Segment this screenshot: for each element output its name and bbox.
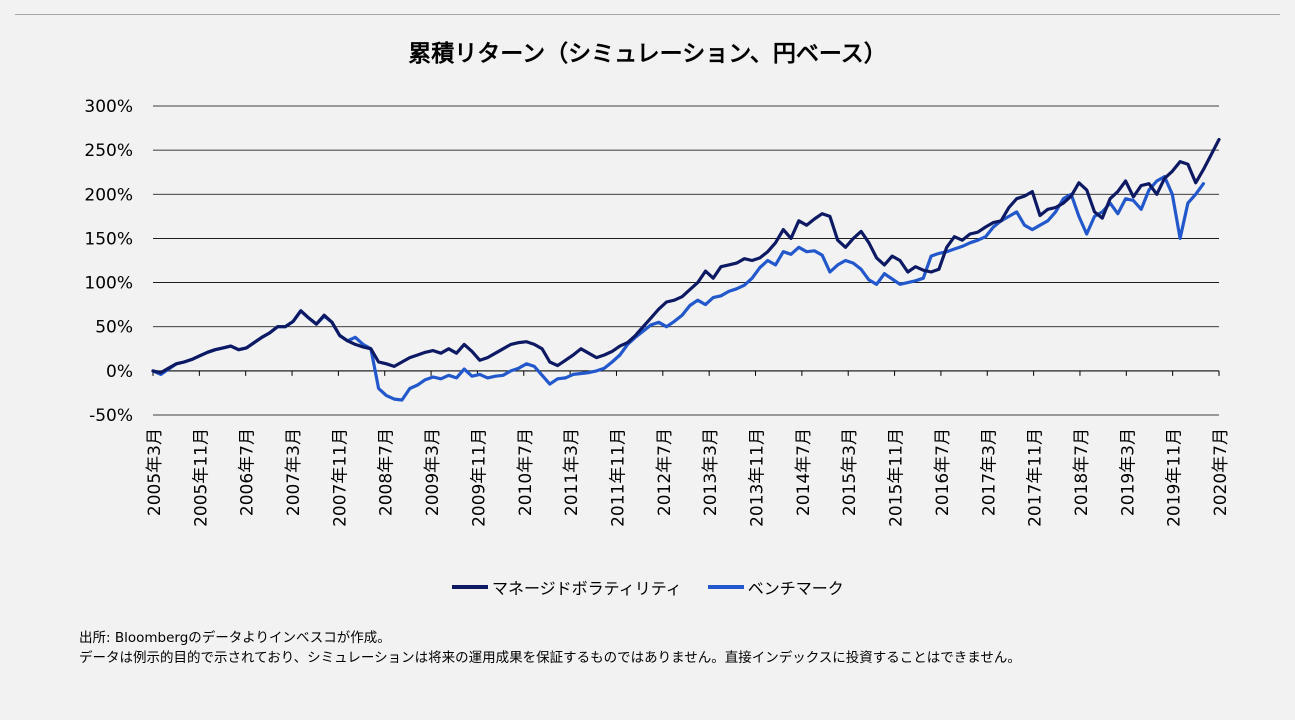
y-axis-ticks: 300% 250% 200% 150% 100% 50% 0% -50% <box>84 97 133 426</box>
legend-swatch-managed-volatility <box>452 585 488 589</box>
x-tick-label: 2015年11月 <box>887 428 907 527</box>
x-tick-label: 2011年11月 <box>608 428 628 527</box>
legend-label-benchmark: ベンチマーク <box>747 579 844 598</box>
y-tick-label: 100% <box>84 274 133 294</box>
legend-swatch-benchmark <box>707 585 744 589</box>
y-tick-label: 300% <box>84 97 133 117</box>
x-tick-label: 2017年11月 <box>1026 428 1046 527</box>
gridlines <box>153 105 1219 416</box>
x-tick-label: 2010年7月 <box>516 428 536 516</box>
x-tick-label: 2013年11月 <box>748 428 768 527</box>
legend-item-benchmark: ベンチマーク <box>707 575 844 599</box>
top-rule <box>15 14 1280 15</box>
x-tick-label: 2014年7月 <box>794 428 814 516</box>
y-tick-label: 200% <box>84 185 133 205</box>
legend-label-managed-volatility: マネージドボラティリティ <box>492 579 682 598</box>
x-tick-label: 2006年7月 <box>238 428 258 516</box>
x-tick-label: 2005年11月 <box>191 428 211 527</box>
y-tick-label: -50% <box>89 406 133 426</box>
x-tick-label: 2019年11月 <box>1165 428 1185 527</box>
y-tick-label: 150% <box>84 229 133 249</box>
series-lines <box>151 137 1221 402</box>
y-tick-label: 50% <box>95 318 133 338</box>
legend: マネージドボラティリティ ベンチマーク <box>452 576 870 598</box>
x-tick-label: 2007年3月 <box>284 428 304 516</box>
footnote-disclaimer: データは例示的目的で示されており、シミュレーションは将来の運用成果を保証するもの… <box>79 650 1021 666</box>
y-tick-label: 250% <box>84 141 133 161</box>
chart-panel <box>8 15 1280 705</box>
x-axis: 2005年3月 2005年11月 2006年7月 2007年3月 2007年11月 200… <box>145 370 1231 527</box>
x-tick-label: 2005年3月 <box>145 428 165 516</box>
x-tick-label: 2012年7月 <box>655 428 675 516</box>
x-tick-label: 2016年7月 <box>933 428 953 516</box>
x-tick-label: 2011年3月 <box>562 428 582 516</box>
legend-item-managed-volatility: マネージドボラティリティ <box>452 575 682 599</box>
series-line-managed-volatility <box>151 137 1221 375</box>
chart-title: 累積リターン（シミュレーション、円ベース） <box>408 41 887 67</box>
x-tick-label: 2020年7月 <box>1211 428 1231 516</box>
x-tick-label: 2015年3月 <box>840 428 860 516</box>
x-tick-label: 2008年7月 <box>377 428 397 516</box>
x-tick-label: 2007年11月 <box>330 428 350 527</box>
x-tick-label: 2017年3月 <box>979 428 999 516</box>
x-tick-label: 2019年3月 <box>1118 428 1138 516</box>
footnote-source: 出所: Bloombergのデータよりインベスコが作成。 <box>79 630 391 646</box>
x-tick-label: 2009年3月 <box>423 428 443 516</box>
x-tick-label: 2009年11月 <box>469 428 489 527</box>
x-tick-label: 2018年7月 <box>1072 428 1092 516</box>
x-tick-label: 2013年3月 <box>701 428 721 516</box>
y-tick-label: 0% <box>106 362 133 382</box>
